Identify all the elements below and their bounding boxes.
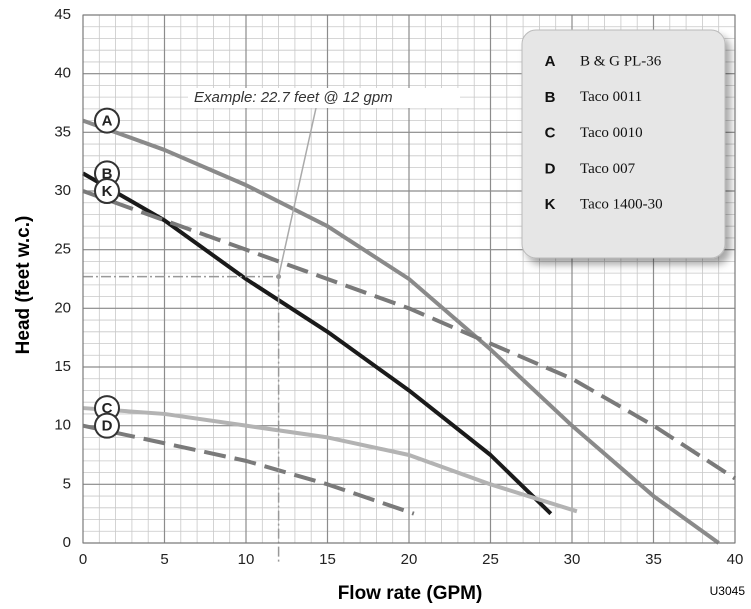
- legend-letter: B: [545, 89, 556, 106]
- example-label-bg: [188, 88, 460, 108]
- y-tick-label: 35: [54, 123, 71, 140]
- plot-border: [82, 14, 736, 544]
- pump-curve: [82, 406, 578, 514]
- x-tick-label: 40: [727, 551, 744, 568]
- curve-letter-marker: [94, 107, 120, 134]
- legend-entry: Taco 0010: [580, 125, 643, 141]
- y-tick-label: 30: [54, 182, 71, 199]
- example-point: [276, 274, 282, 280]
- y-axis-label: Head (feet w.c.): [13, 216, 34, 355]
- pump-curve: [82, 423, 415, 516]
- x-tick-label: 20: [401, 551, 418, 568]
- x-axis-label: Flow rate (GPM): [338, 583, 483, 604]
- legend-entry: Taco 007: [580, 161, 636, 177]
- y-tick-label: 40: [54, 65, 71, 82]
- legend-letter: K: [545, 196, 556, 213]
- y-tick-label: 25: [54, 241, 71, 258]
- curve-letter: B: [102, 165, 113, 182]
- curve-letter: C: [102, 400, 113, 417]
- x-tick-label: 0: [79, 551, 87, 568]
- legend-box: [521, 29, 726, 259]
- legend-letter: C: [545, 125, 556, 142]
- x-tick-label: 35: [645, 551, 662, 568]
- curve-letter-marker: [94, 178, 120, 204]
- x-tick-label: 15: [319, 551, 336, 568]
- curve-letter-marker: [94, 412, 120, 439]
- curves: [82, 118, 737, 545]
- pump-curve: [82, 189, 737, 481]
- x-tick-label: 10: [238, 551, 255, 568]
- curve-letter: A: [102, 113, 113, 130]
- example-pointer: [277, 107, 317, 277]
- figure-code: U3045: [710, 584, 746, 598]
- y-tick-label: 5: [63, 475, 71, 492]
- x-tick-label: 25: [482, 551, 499, 568]
- legend-letter: A: [545, 53, 556, 70]
- y-tick-label: 10: [54, 417, 71, 434]
- y-tick-label: 15: [54, 358, 71, 375]
- legend-entry: Taco 0011: [580, 89, 642, 105]
- legend-entry: B & G PL-36: [580, 53, 662, 69]
- y-tick-label: 0: [63, 534, 71, 551]
- x-tick-label: 5: [160, 551, 168, 568]
- x-tick-label: 30: [564, 551, 581, 568]
- curve-letter: K: [102, 183, 113, 200]
- legend-letter: D: [545, 160, 556, 177]
- y-tick-label: 20: [54, 299, 71, 316]
- pump-curve: [82, 171, 553, 516]
- example-label: Example: 22.7 feet @ 12 gpm: [194, 89, 393, 106]
- pump-curve: [82, 118, 720, 545]
- y-tick-label: 45: [54, 6, 71, 23]
- legend-entry: Taco 1400-30: [580, 197, 663, 213]
- curve-letter: D: [102, 418, 113, 435]
